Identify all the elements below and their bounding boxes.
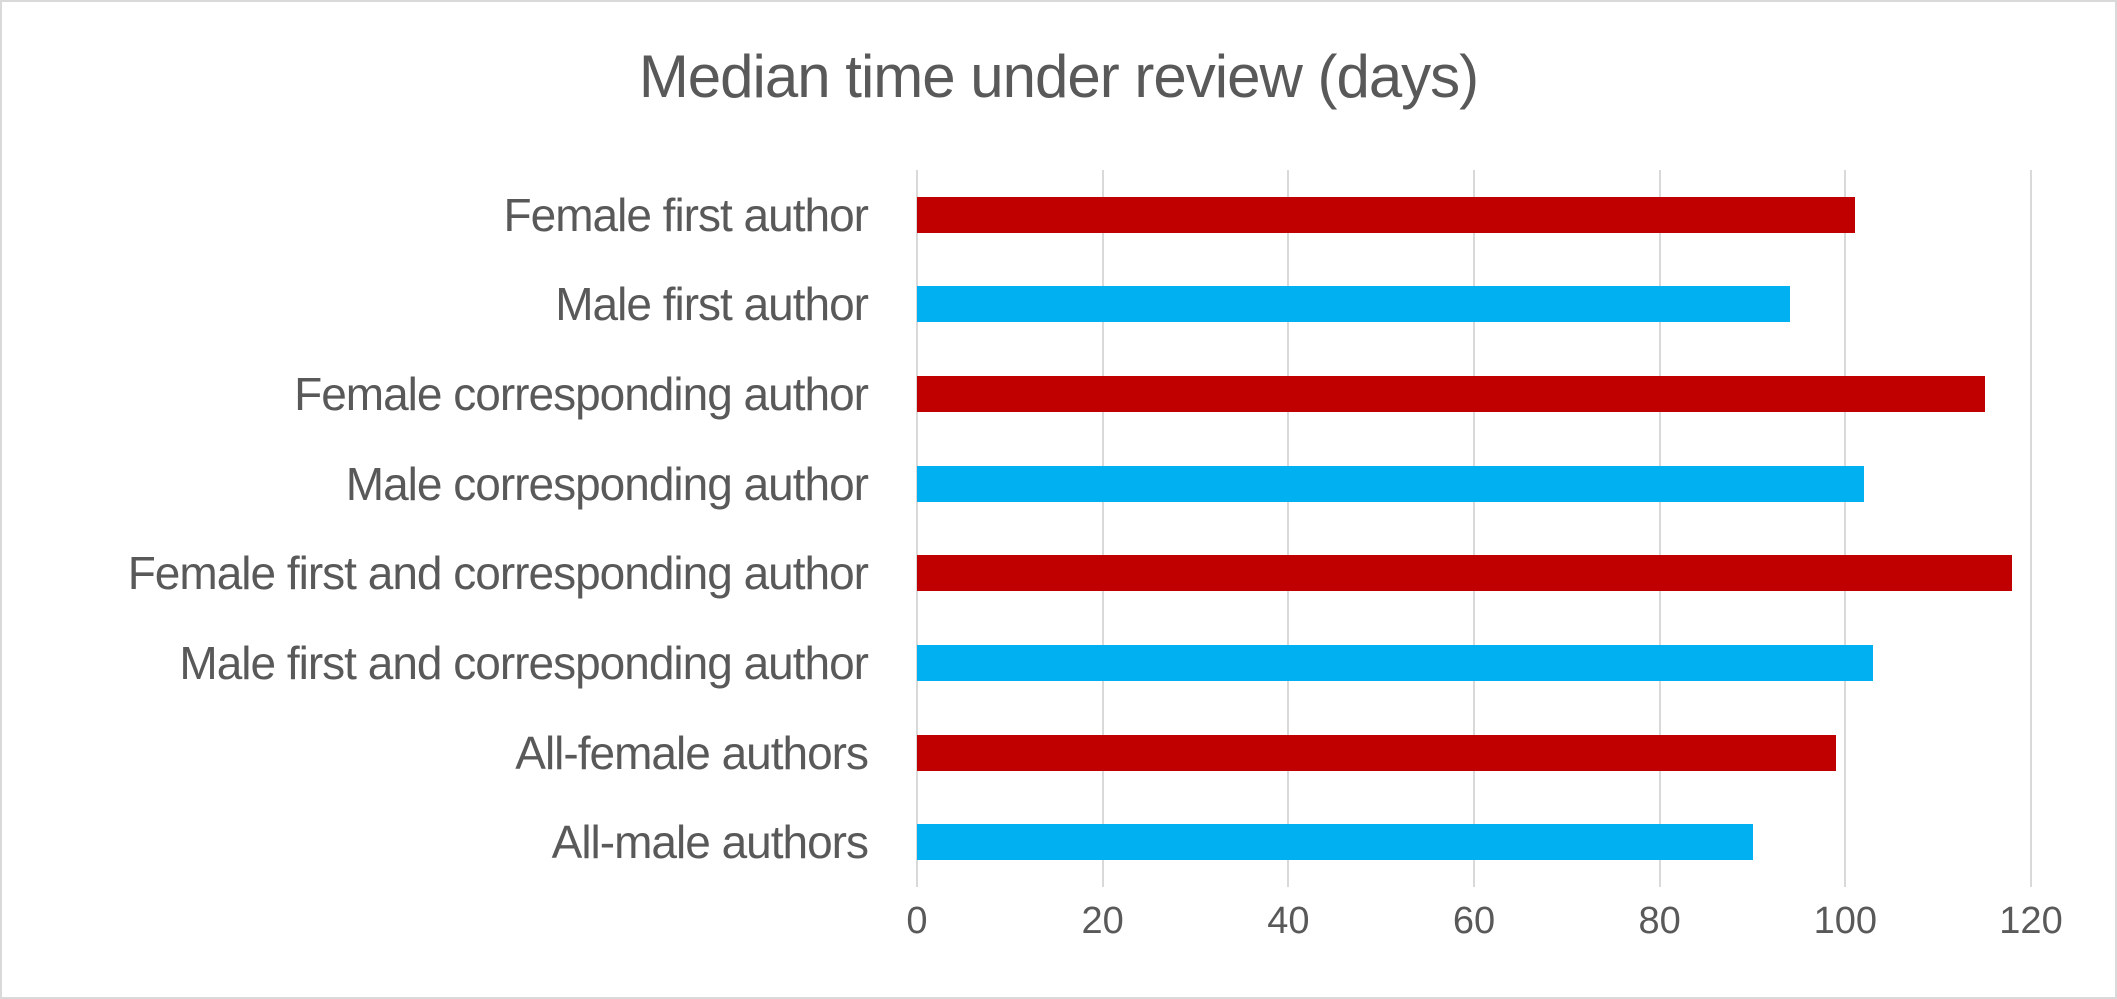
category-label: Female first and corresponding author <box>127 547 869 600</box>
bar-row <box>917 439 2031 529</box>
x-tick-label: 40 <box>1267 900 1310 942</box>
gridline <box>1473 170 1475 887</box>
bar <box>917 196 1855 233</box>
bar-row <box>917 797 2031 887</box>
bar <box>917 465 1864 502</box>
bar-row <box>917 349 2031 439</box>
bar <box>917 644 1874 681</box>
category-label: Male first and corresponding author <box>179 636 869 689</box>
category-label: All-male authors <box>551 816 869 869</box>
bar-row <box>917 529 2031 619</box>
category-label: Female first author <box>503 188 869 241</box>
x-tick-label: 80 <box>1638 900 1681 942</box>
gridline <box>1101 170 1104 887</box>
bar <box>917 286 1790 323</box>
x-tick-label: 120 <box>1999 900 2063 942</box>
bar-row <box>917 260 2031 350</box>
category-label: Female corresponding author <box>294 368 869 421</box>
bar <box>917 734 1837 771</box>
bar-row <box>917 170 2031 260</box>
bar <box>917 376 1985 413</box>
category-axis-labels: Female first author Male first author Fema… <box>12 170 892 887</box>
bar-row <box>917 708 2031 798</box>
category-label: Male corresponding author <box>345 457 869 510</box>
x-tick-label: 20 <box>1081 900 1124 942</box>
bar-row <box>917 618 2031 708</box>
bar <box>917 555 2013 592</box>
x-tick-label: 0 <box>906 900 928 942</box>
gridline <box>1658 170 1661 887</box>
gridline <box>1287 170 1290 887</box>
bar-rows <box>917 170 2031 887</box>
gridline <box>2030 170 2032 887</box>
chart-title: Median time under review (days) <box>638 43 1479 110</box>
plot-area <box>916 170 2032 887</box>
bar <box>917 824 1753 861</box>
gridline <box>1844 170 1847 887</box>
x-tick-label: 100 <box>1813 900 1878 942</box>
gridline <box>916 170 918 887</box>
category-label: Male first author <box>555 278 869 331</box>
category-label: All-female authors <box>515 726 869 779</box>
value-axis: 0 20 40 60 80 100 120 <box>906 900 2062 960</box>
x-tick-label: 60 <box>1452 900 1496 942</box>
